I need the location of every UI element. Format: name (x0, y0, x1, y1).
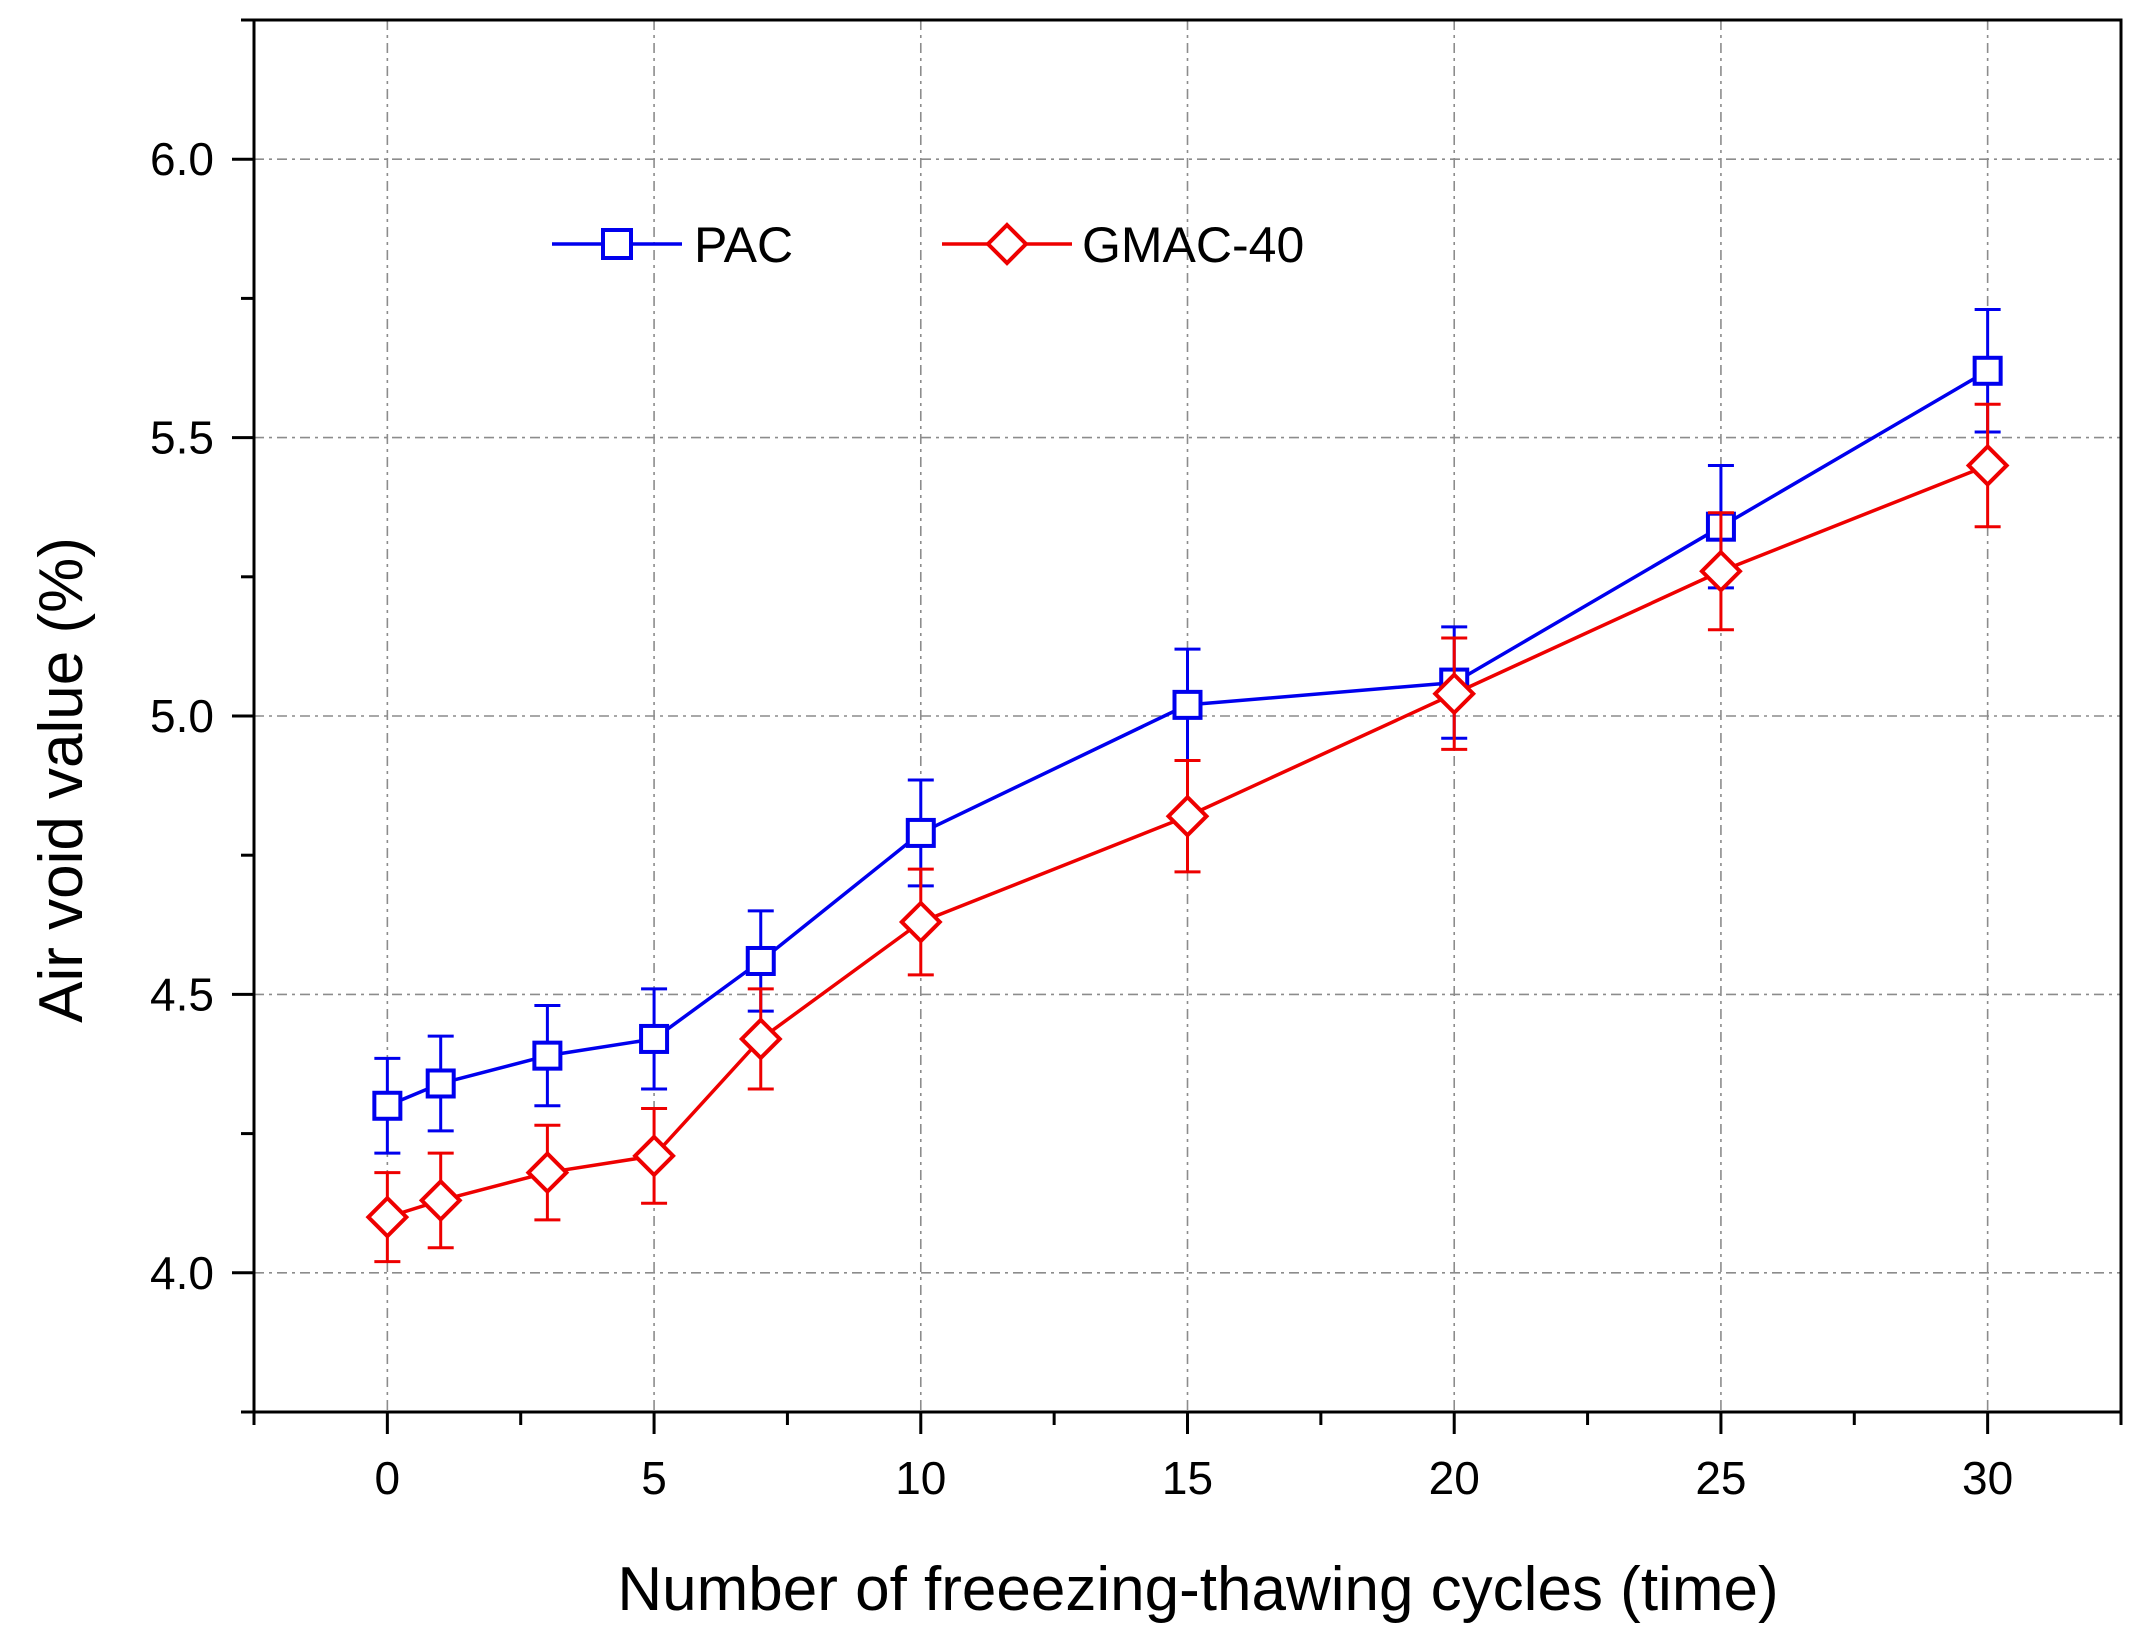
data-point (632, 1134, 676, 1178)
x-tick-label: 25 (1695, 1452, 1746, 1504)
data-point (1699, 549, 1743, 594)
data-point (1432, 671, 1477, 716)
data-point (639, 1023, 670, 1054)
y-tick-label: 6.0 (150, 133, 214, 185)
data-point (532, 1040, 563, 1071)
data-point (905, 817, 936, 848)
y-axis-title: Air void value (%) (27, 537, 96, 1023)
x-tick-label: 0 (375, 1452, 401, 1504)
x-tick-label: 30 (1962, 1452, 2013, 1504)
legend-marker-gmac (985, 222, 1029, 266)
x-tick-label: 15 (1162, 1452, 1213, 1504)
tick-labels: 0 5 10 15 20 25 30 4.0 4.5 5.0 5.5 6.0 (150, 133, 2013, 1504)
x-axis-title: Number of freeezing-thawing cycles (time… (617, 1555, 1778, 1624)
data-point (418, 1178, 463, 1223)
data-point (738, 1017, 783, 1061)
data-point (898, 900, 943, 944)
series-line (386, 369, 1989, 1108)
data-point (1965, 443, 2010, 488)
series-line (386, 463, 1989, 1219)
legend: PAC GMAC-40 (552, 217, 1304, 273)
data-point (525, 1150, 570, 1195)
x-tick-label: 5 (641, 1452, 667, 1504)
data-point (425, 1068, 456, 1099)
data-point (372, 1090, 403, 1121)
x-tick-label: 10 (895, 1452, 946, 1504)
ticks (232, 18, 2123, 1434)
y-tick-label: 5.5 (150, 412, 214, 464)
y-tick-label: 5.0 (150, 690, 214, 742)
legend-item-pac: PAC (552, 217, 793, 273)
legend-item-gmac: GMAC-40 (942, 217, 1304, 273)
series-gmac-40 (365, 402, 2010, 1264)
legend-label-pac: PAC (694, 217, 793, 273)
y-tick-label: 4.0 (150, 1247, 214, 1299)
legend-label-gmac: GMAC-40 (1082, 217, 1304, 273)
data-point (1972, 355, 2003, 386)
series-layer (365, 308, 2010, 1264)
data-point (1172, 689, 1203, 720)
data-point (365, 1195, 410, 1239)
data-point (745, 945, 776, 976)
data-point (1165, 794, 1210, 839)
x-tick-label: 20 (1429, 1452, 1480, 1504)
y-tick-label: 4.5 (150, 968, 214, 1020)
legend-marker-pac (601, 228, 633, 260)
